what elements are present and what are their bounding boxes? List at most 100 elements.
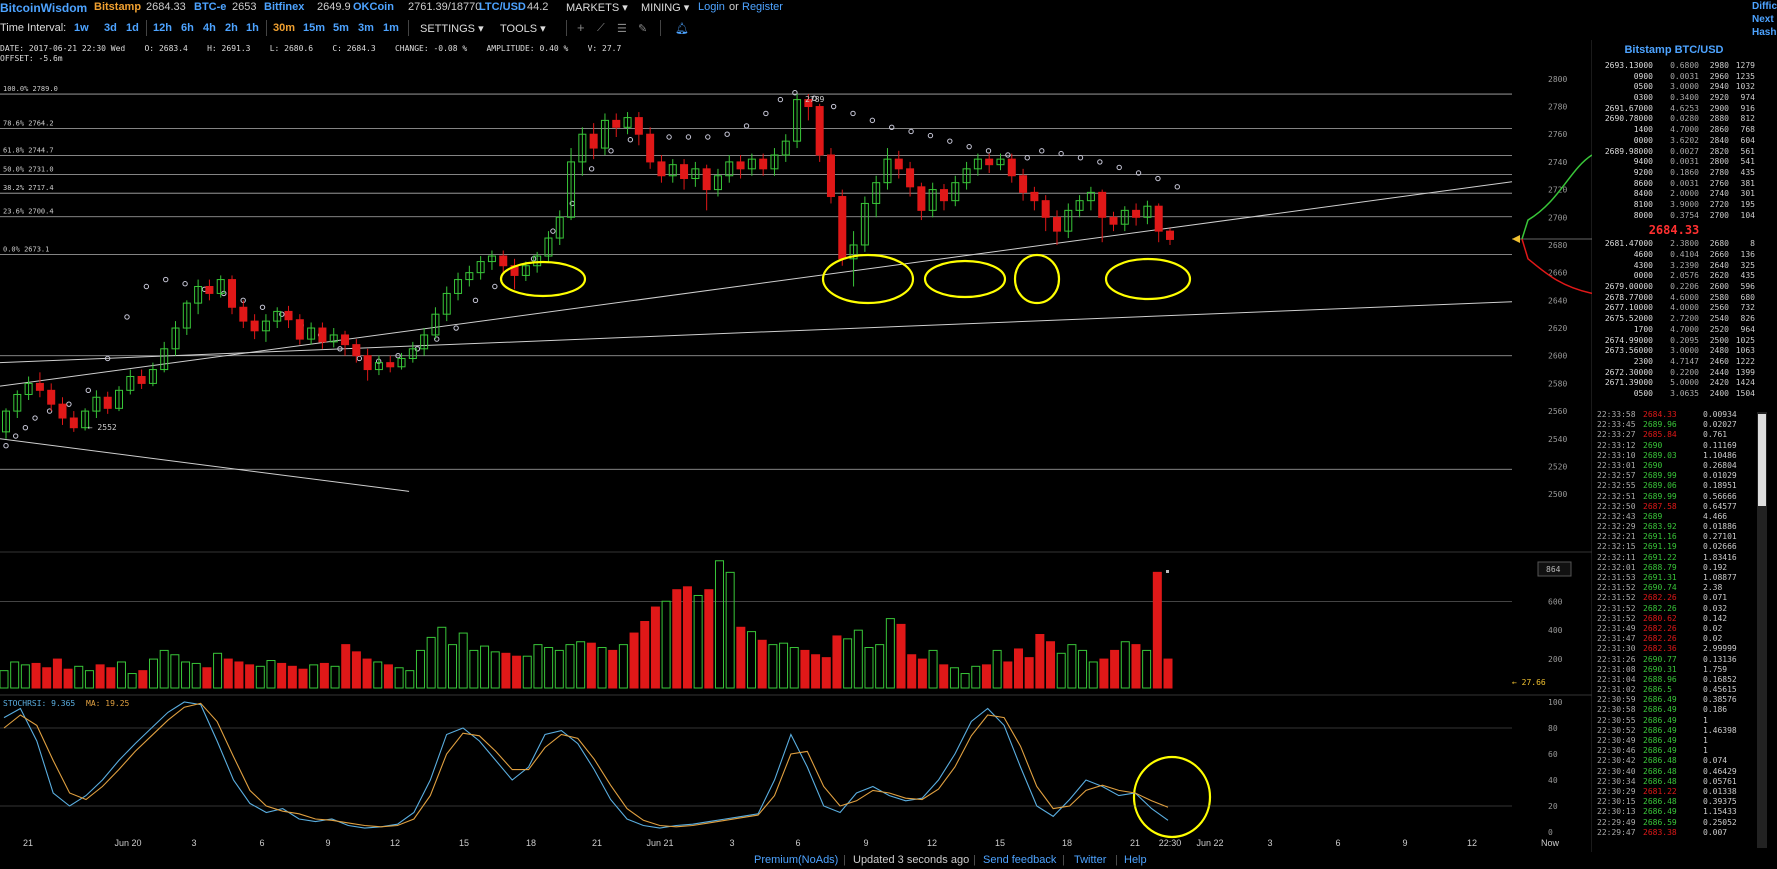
trade-cell: 0.02027 — [1703, 420, 1737, 430]
candle-up — [725, 161, 734, 177]
volume-bar-up — [469, 649, 479, 689]
chevron-down-icon: ▾ — [540, 23, 546, 35]
mining-menu[interactable]: MINING ▾ — [641, 1, 689, 14]
interval-1d[interactable]: 1d — [126, 22, 139, 34]
bid-row-cell: 2.0576 — [1670, 271, 1699, 281]
volume-marker-label: 864 — [1546, 565, 1561, 574]
ask-row-cell: 2940 — [1709, 82, 1729, 92]
interval-2h[interactable]: 2h — [225, 22, 238, 34]
candle-up — [1120, 209, 1129, 225]
volume-bar-down — [640, 621, 650, 689]
ask-row-cell: 0.0031 — [1670, 178, 1699, 188]
interval-30m[interactable]: 30m — [273, 22, 296, 34]
interval-6h[interactable]: 6h — [181, 22, 194, 34]
volume-bar-up — [170, 654, 180, 689]
exchange-bitfinex[interactable]: Bitfinex — [264, 1, 305, 13]
trade-scrollbar[interactable] — [1757, 412, 1767, 848]
exchange-btce[interactable]: BTC-e — [194, 1, 227, 13]
trade-cell: 2.99999 — [1703, 644, 1737, 654]
help-link[interactable]: Help — [1124, 854, 1147, 866]
send-feedback-link[interactable]: Send feedback — [983, 854, 1057, 866]
exchange-ltcusd[interactable]: LTC/USD — [479, 1, 526, 13]
fib-level-label: 100.0% 2789.0 — [3, 85, 58, 93]
trade-cell: 22:30:59 — [1597, 695, 1636, 705]
interval-12h[interactable]: 12h — [153, 22, 172, 34]
trade-cell: 22:33:01 — [1597, 460, 1636, 470]
candle-up — [883, 158, 892, 184]
trade-cell: 22:31:49 — [1597, 623, 1636, 633]
candle-up — [623, 117, 632, 128]
bid-row: 2677.10000 4.0000 2560 732 — [1593, 303, 1755, 314]
trade-cell: 22:30:49 — [1597, 736, 1636, 745]
volume-bar-down — [31, 662, 41, 689]
line-tool-icon[interactable]: ⟋ — [597, 22, 605, 34]
premium-link[interactable]: Premium(NoAds) — [754, 854, 839, 866]
candle-down — [35, 382, 44, 391]
bid-row: 2300 4.7147 2460 1222 — [1593, 357, 1755, 368]
volume-bar-up — [309, 664, 319, 689]
interval-4h[interactable]: 4h — [203, 22, 216, 34]
settings-menu[interactable]: SETTINGS ▾ — [420, 22, 484, 35]
bid-row-cell: 3.2390 — [1670, 260, 1699, 270]
trade-row: 22:30:59 2686.49 0.38576 — [1593, 695, 1755, 705]
bid-row: 4300 3.2390 2640 325 — [1593, 261, 1755, 272]
login-link[interactable]: Login — [698, 1, 725, 13]
price-chart[interactable]: 2500 2520 2540 2560 2580 2600 2620 2640 2660 2680… — [0, 40, 1592, 852]
chevron-down-icon: ▾ — [478, 23, 484, 35]
exchange-bitstamp[interactable]: Bitstamp — [94, 1, 142, 13]
bids-list: 2681.47000 2.3800 2680 8 4600 0.4104 2660 136 43… — [1593, 239, 1755, 399]
bid-row: 2679.00000 0.2206 2600 596 — [1593, 282, 1755, 293]
trade-cell: 22:32:57 — [1597, 471, 1636, 481]
trade-cell: 2689.96 — [1643, 420, 1677, 430]
fib-tool-icon[interactable]: ☰ — [617, 23, 627, 35]
trade-cell: 1.83416 — [1703, 552, 1737, 562]
bid-row-cell: 2681.47000 — [1604, 239, 1653, 249]
interval-1h[interactable]: 1h — [246, 22, 259, 34]
trade-row: 22:29:47 2683.38 0.007 — [1593, 828, 1755, 838]
ask-row-cell: 0.0027 — [1670, 146, 1699, 156]
interval-1m[interactable]: 1m — [383, 22, 399, 34]
bid-row-cell: 680 — [1740, 292, 1755, 302]
y-tick-label: 2500 — [1548, 490, 1567, 499]
interval-15m[interactable]: 15m — [303, 22, 326, 34]
candle-down — [341, 334, 350, 346]
sar-dot — [705, 134, 711, 140]
tools-menu[interactable]: TOOLS ▾ — [500, 22, 546, 35]
crosshair-icon[interactable]: + — [577, 20, 585, 35]
trade-row: 22:32:15 2691.19 0.02666 — [1593, 542, 1755, 552]
trade-cell: 22:32:29 — [1597, 522, 1636, 532]
trade-cell: 2690 — [1643, 460, 1663, 470]
interval-3m[interactable]: 3m — [358, 22, 374, 34]
interval-3d[interactable]: 3d — [104, 22, 117, 34]
last-price-marker — [1512, 234, 1520, 243]
trade-row: 22:33:12 2690 0.11169 — [1593, 441, 1755, 451]
scrollbar-thumb[interactable] — [1758, 414, 1766, 506]
twitter-link[interactable]: Twitter — [1074, 854, 1107, 866]
candle-up — [329, 334, 338, 343]
candle-info-line: DATE: 2017-06-21 22:30 Wed O: 2683.4 H: … — [0, 44, 622, 53]
ask-row-cell: 1400 — [1633, 125, 1653, 135]
trade-row: 22:33:58 2684.33 0.00934 — [1593, 410, 1755, 420]
markets-menu[interactable]: MARKETS ▾ — [566, 1, 628, 14]
register-link[interactable]: Register — [742, 1, 783, 13]
stoch-tick-label: 0 — [1548, 828, 1553, 837]
trade-cell: 2686.49 — [1643, 695, 1677, 705]
trade-row: 22:31:52 2682.26 0.032 — [1593, 604, 1755, 614]
volume-bar-up — [1142, 649, 1152, 689]
bell-icon[interactable]: 🔔︎ — [675, 23, 689, 35]
interval-5m[interactable]: 5m — [333, 22, 349, 34]
volume-bar-down — [351, 651, 361, 689]
toolbar: Time Interval: 1w 3d 1d 12h 6h 4h 2h 1h … — [0, 20, 1590, 38]
volume-bar-up — [1078, 649, 1088, 689]
interval-1w[interactable]: 1w — [74, 22, 89, 34]
brush-tool-icon[interactable]: ✎ — [638, 23, 648, 35]
brand-logo[interactable]: BitcoinWisdom — [0, 1, 88, 15]
bid-row-cell: 2640 — [1709, 260, 1729, 270]
x-tick-label: 15 — [995, 838, 1005, 848]
trade-cell: 2689.03 — [1643, 450, 1677, 460]
trade-cell: 22:32:11 — [1597, 552, 1636, 562]
x-tick-label: 15 — [459, 838, 469, 848]
ask-row-cell: 812 — [1740, 114, 1755, 124]
exchange-okcoin[interactable]: OKCoin — [353, 1, 394, 13]
trade-history: 22:33:58 2684.33 0.00934 22:33:45 2689.96 0.0… — [1593, 410, 1755, 838]
